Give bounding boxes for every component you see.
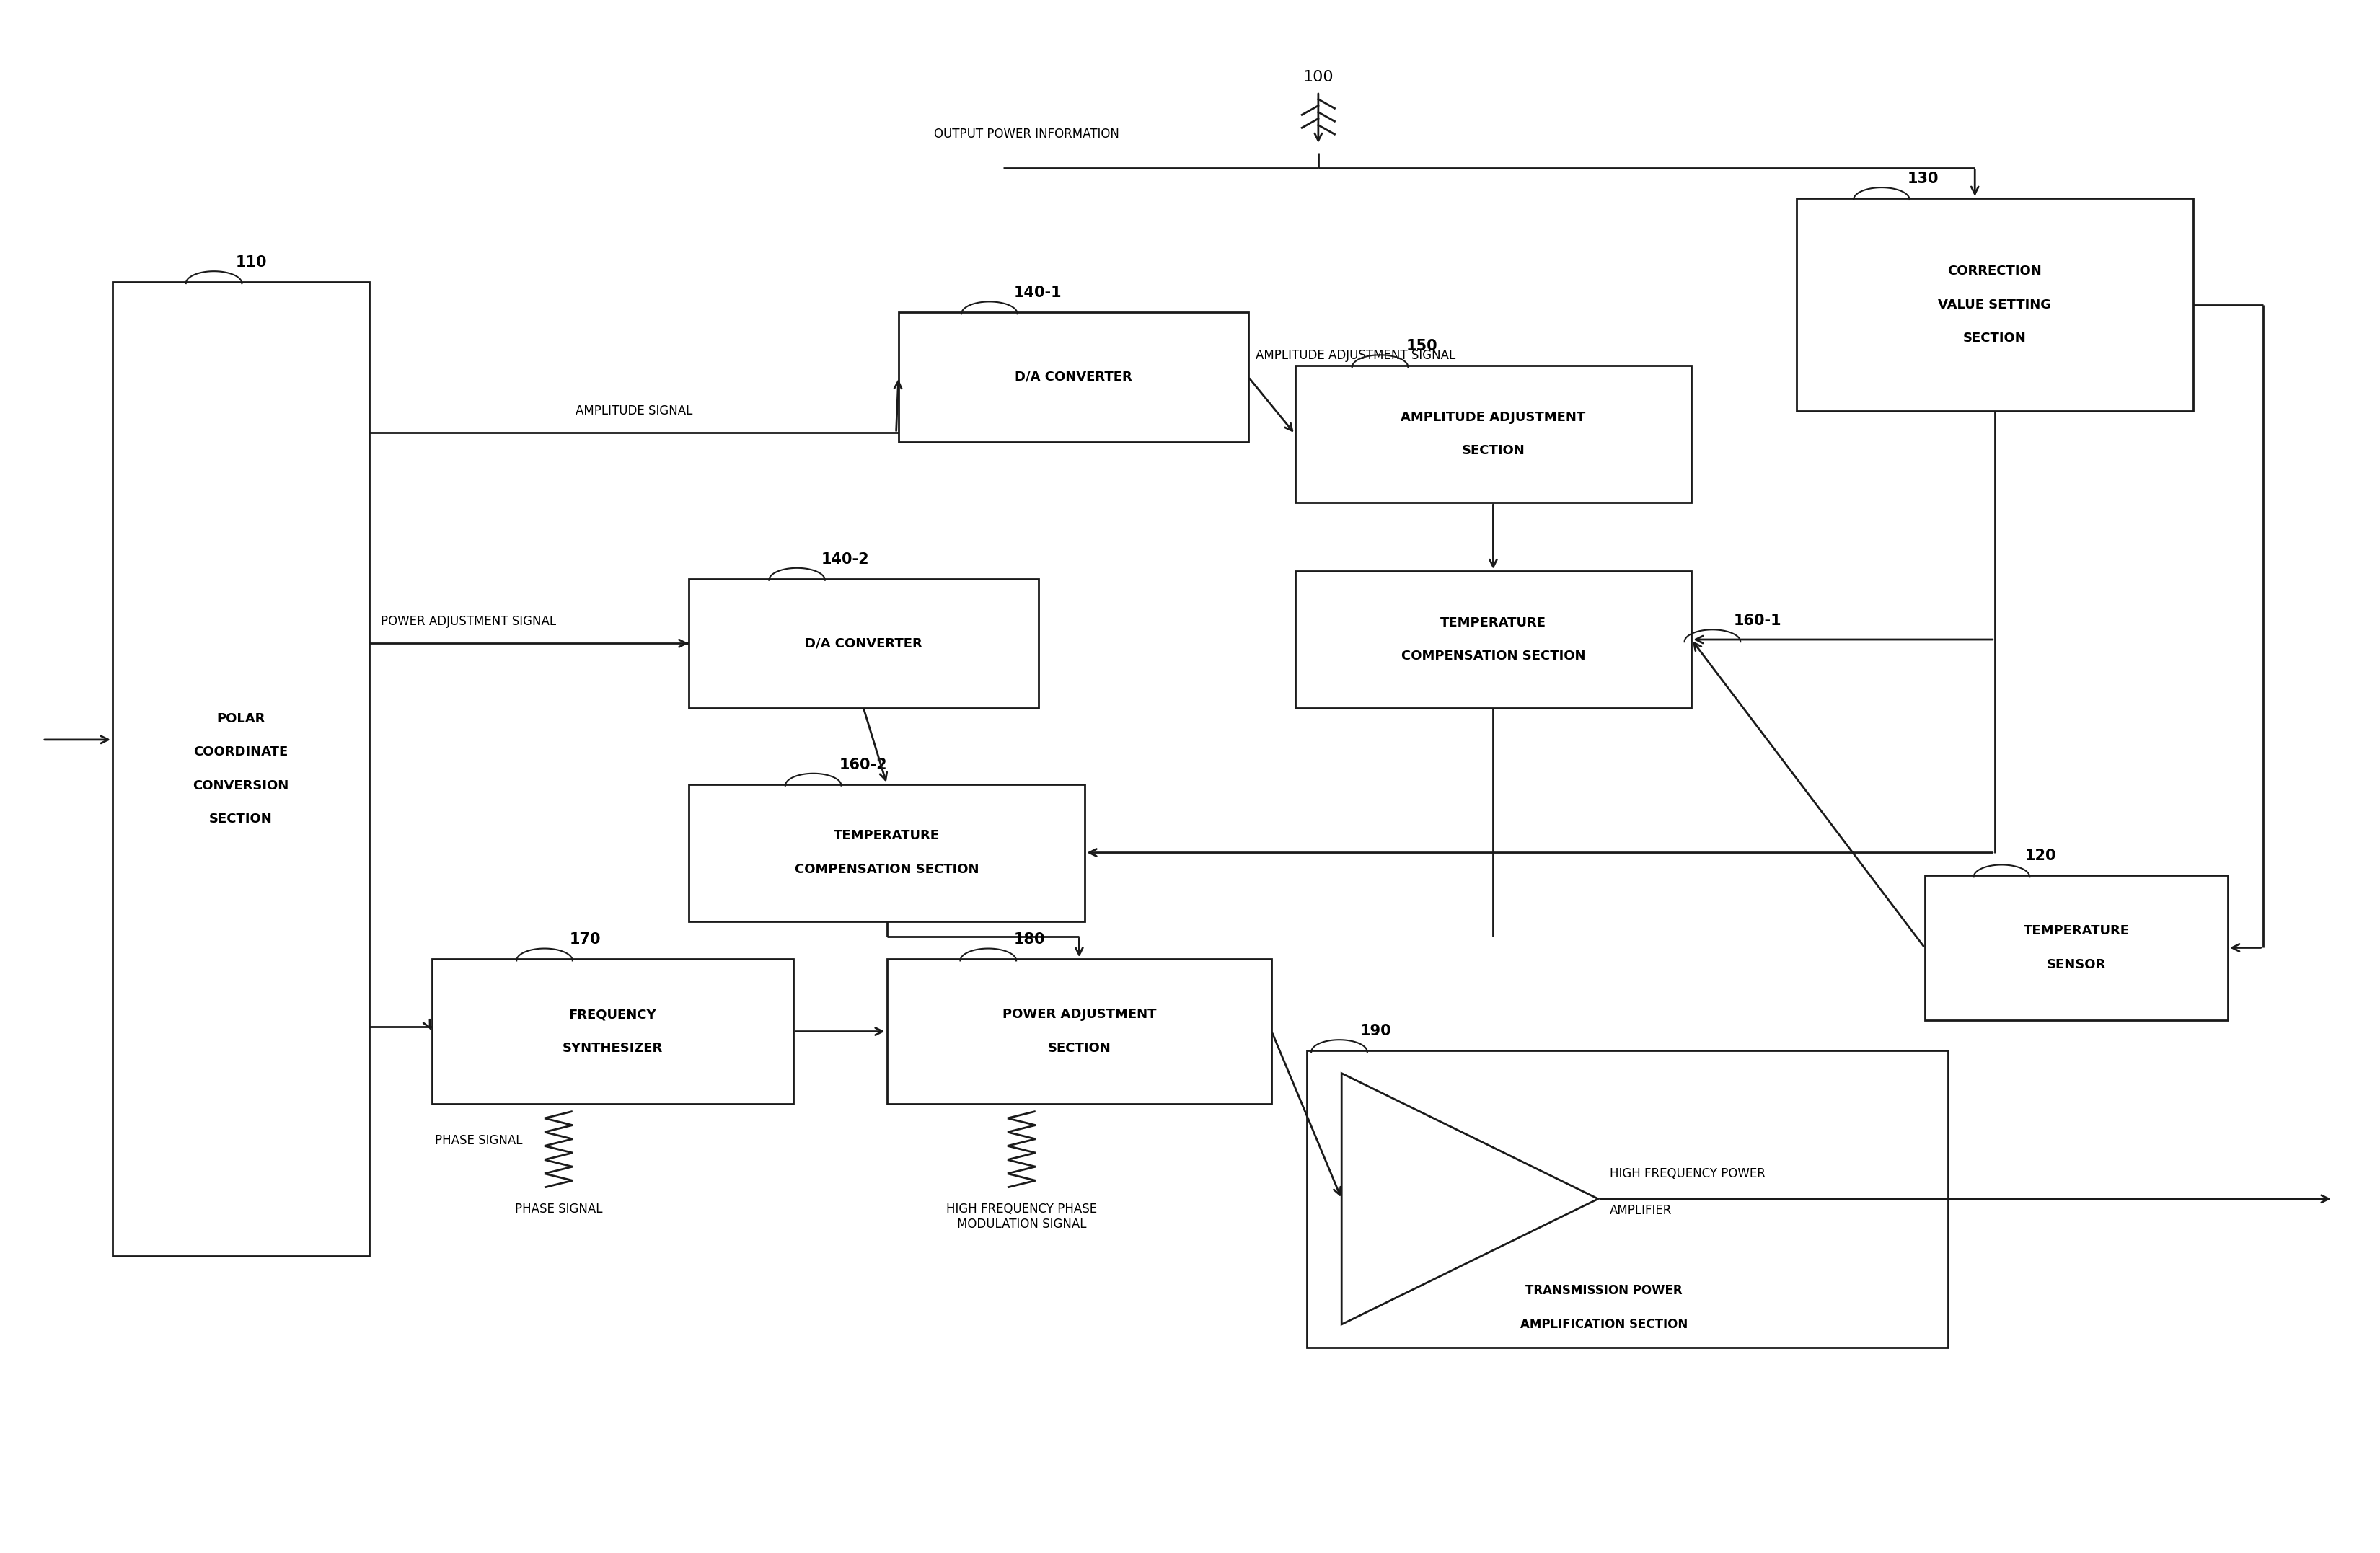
Bar (431, 960, 793, 1104)
Bar (1925, 876, 2228, 1020)
Text: FREQUENCY: FREQUENCY (569, 1008, 657, 1022)
Text: POLAR: POLAR (217, 713, 264, 725)
Text: HIGH FREQUENCY PHASE
MODULATION SIGNAL: HIGH FREQUENCY PHASE MODULATION SIGNAL (947, 1202, 1097, 1230)
Text: POWER ADJUSTMENT: POWER ADJUSTMENT (1002, 1008, 1157, 1022)
Text: 120: 120 (2025, 849, 2056, 863)
Text: SECTION: SECTION (1964, 332, 2025, 345)
Text: 100: 100 (1302, 70, 1333, 84)
Text: 150: 150 (1407, 339, 1438, 354)
Text: TEMPERATURE: TEMPERATURE (833, 829, 940, 842)
Bar (688, 784, 1085, 921)
Text: TRANSMISSION POWER: TRANSMISSION POWER (1526, 1284, 1683, 1297)
Text: 160-2: 160-2 (840, 758, 888, 772)
Text: 180: 180 (1014, 932, 1045, 947)
Text: AMPLIFIER: AMPLIFIER (1609, 1204, 1673, 1218)
Text: POWER ADJUSTMENT SIGNAL: POWER ADJUSTMENT SIGNAL (381, 615, 557, 627)
Text: VALUE SETTING: VALUE SETTING (1937, 298, 2052, 311)
Text: AMPLITUDE ADJUSTMENT: AMPLITUDE ADJUSTMENT (1402, 412, 1585, 424)
Text: 140-2: 140-2 (821, 551, 869, 567)
Text: COMPENSATION SECTION: COMPENSATION SECTION (1402, 649, 1585, 663)
Text: COMPENSATION SECTION: COMPENSATION SECTION (795, 863, 978, 876)
Text: 140-1: 140-1 (1014, 286, 1061, 300)
Text: AMPLITUDE SIGNAL: AMPLITUDE SIGNAL (576, 405, 693, 418)
Text: 160-1: 160-1 (1733, 613, 1783, 627)
Polygon shape (1342, 1073, 1599, 1325)
Text: CONVERSION: CONVERSION (193, 780, 288, 792)
Bar (1307, 1050, 1947, 1346)
Text: AMPLITUDE ADJUSTMENT SIGNAL: AMPLITUDE ADJUSTMENT SIGNAL (1254, 349, 1454, 362)
Text: 170: 170 (569, 932, 600, 947)
Text: SECTION: SECTION (1461, 444, 1526, 457)
Text: SECTION: SECTION (209, 812, 271, 826)
Text: OUTPUT POWER INFORMATION: OUTPUT POWER INFORMATION (933, 127, 1119, 140)
Bar (1797, 199, 2192, 412)
Bar (1295, 572, 1692, 708)
Text: 110: 110 (236, 255, 267, 270)
Text: SECTION: SECTION (1047, 1042, 1111, 1054)
Text: AMPLIFICATION SECTION: AMPLIFICATION SECTION (1521, 1318, 1687, 1331)
Text: COORDINATE: COORDINATE (193, 745, 288, 758)
Text: TEMPERATURE: TEMPERATURE (2023, 924, 2130, 938)
Text: 190: 190 (1361, 1023, 1392, 1039)
Text: D/A CONVERTER: D/A CONVERTER (804, 637, 921, 649)
Bar (112, 283, 369, 1256)
Text: HIGH FREQUENCY POWER: HIGH FREQUENCY POWER (1609, 1168, 1766, 1180)
Bar (688, 579, 1038, 708)
Text: PHASE SIGNAL: PHASE SIGNAL (514, 1202, 602, 1216)
Text: SENSOR: SENSOR (2047, 958, 2106, 971)
Bar (1295, 365, 1692, 503)
Bar (888, 960, 1271, 1104)
Text: 130: 130 (1906, 171, 1940, 186)
Text: D/A CONVERTER: D/A CONVERTER (1014, 371, 1133, 384)
Bar (900, 312, 1250, 441)
Text: SYNTHESIZER: SYNTHESIZER (562, 1042, 664, 1054)
Text: TEMPERATURE: TEMPERATURE (1440, 617, 1547, 629)
Text: CORRECTION: CORRECTION (1947, 264, 2042, 278)
Text: PHASE SIGNAL: PHASE SIGNAL (436, 1134, 524, 1148)
